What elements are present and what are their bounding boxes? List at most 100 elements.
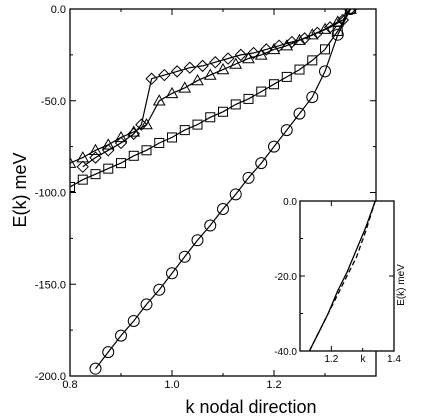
series-diamond-point (89, 151, 102, 164)
y-tick-label: -150.0 (35, 279, 66, 291)
series-circle-point (89, 362, 102, 375)
main-plot-area: 0.8 1.0 1.2 0.0 -50.0 -100.0 -150.0 -200.0 (35, 4, 377, 391)
series-triangle-point (229, 57, 243, 69)
series-square-point (218, 106, 228, 117)
series-diamond-point (196, 59, 209, 73)
series-square-point (192, 119, 203, 130)
inset-chart: 1.2 1.4 0.0 -20.0 -40.0 (274, 197, 401, 365)
series-triangle-point (191, 74, 204, 86)
series-triangle-point (70, 156, 77, 168)
series-square-point (205, 112, 216, 123)
inset-x-tick-label: 1.4 (387, 354, 401, 365)
series-circle-point (217, 203, 229, 216)
series-diamond-point (145, 72, 158, 85)
series-diamond-point (76, 160, 89, 174)
series-circle-point (127, 314, 140, 327)
series-square-point (141, 145, 152, 156)
x-tick-label: 1.0 (164, 379, 179, 391)
series-circle-point (178, 250, 191, 263)
series-square-point (243, 93, 254, 104)
series-square-point (281, 71, 292, 82)
series-circle-point (280, 124, 293, 137)
series-square-point (154, 137, 165, 148)
series-diamond-point (285, 35, 299, 49)
series-triangle-point (140, 118, 153, 130)
series-square-point (77, 174, 88, 185)
series-triangle-point (101, 138, 115, 150)
series-triangle-line (70, 9, 351, 164)
series-circle-line (95, 9, 352, 370)
series-square-point (230, 99, 241, 110)
series-circle-point (268, 140, 280, 153)
series-triangle-point (165, 86, 179, 99)
series-diamond-point (247, 46, 260, 60)
series-triangle-point (242, 52, 255, 64)
series-square-point (256, 86, 267, 97)
series-square-point (128, 150, 139, 161)
series-square-point (269, 79, 279, 90)
series-circle-point (153, 283, 166, 296)
series-diamond-point (298, 32, 311, 45)
series-triangle-point (114, 130, 128, 143)
inset-x-tick-label: 1.2 (324, 354, 338, 365)
y-tick-label: -100.0 (35, 188, 66, 200)
y-tick-label: -50.0 (41, 96, 66, 108)
series-circle-point (115, 329, 127, 342)
series-circle-point (319, 65, 331, 78)
series-square-point (167, 132, 177, 143)
series-diamond-point (209, 56, 222, 69)
series-triangle-point (178, 81, 192, 93)
inset-series-dashed (308, 201, 376, 351)
series-triangle-point (89, 143, 102, 155)
series-diamond-point (323, 21, 337, 34)
series-diamond-point (114, 136, 128, 150)
series-square-point (103, 163, 114, 174)
series-diamond-point (260, 43, 273, 56)
y-tick-label: -200.0 (35, 371, 66, 383)
series-circle-point (204, 219, 217, 232)
series-square-point (90, 169, 101, 180)
series-triangle-point (152, 94, 166, 106)
series-diamond-point (336, 13, 350, 27)
series-circle-point (242, 171, 255, 184)
inset-y-axis-label: E(k) meV (396, 264, 407, 306)
series-diamond-point (170, 65, 184, 78)
series-circle-point (255, 157, 268, 170)
series-diamond-point (234, 48, 248, 62)
inset-x-axis-label: k (361, 354, 367, 365)
series-diamond-point (183, 61, 197, 74)
series-circle-point (229, 188, 242, 201)
series-diamond-point (344, 9, 357, 16)
series-circle-point (140, 298, 153, 311)
inset-y-tick-label: -40.0 (274, 347, 297, 358)
series-circle-point (166, 267, 178, 280)
series-circle-point (191, 234, 204, 247)
series-square-point (179, 125, 190, 136)
series-square-point (320, 44, 330, 55)
x-axis-label: k nodal direction (185, 397, 316, 417)
series-diamond-point (102, 144, 115, 157)
series-diamond-point (272, 39, 286, 52)
series-triangle-point (344, 9, 357, 14)
inset-y-tick-label: -20.0 (274, 272, 297, 283)
series-circle-point (293, 107, 306, 120)
series-diamond-point (221, 52, 235, 65)
series-diamond-point (127, 127, 140, 140)
series-layer (70, 9, 357, 375)
inset-y-tick-label: 0.0 (283, 197, 297, 208)
series-diamond-point (135, 118, 148, 131)
series-square-point (70, 181, 75, 192)
series-diamond-point (311, 26, 324, 40)
series-triangle-point (203, 68, 217, 80)
inset-series-layer (308, 201, 376, 351)
series-square-point (294, 64, 305, 75)
y-axis-label: E(k) meV (10, 152, 30, 227)
series-circle-point (306, 91, 319, 104)
series-circle-point (102, 346, 115, 359)
series-circle-point (331, 28, 344, 41)
series-square-point (307, 55, 318, 66)
y-tick-label: 0.0 (51, 4, 66, 16)
series-triangle-point (216, 63, 230, 75)
series-diamond-point (158, 68, 171, 82)
